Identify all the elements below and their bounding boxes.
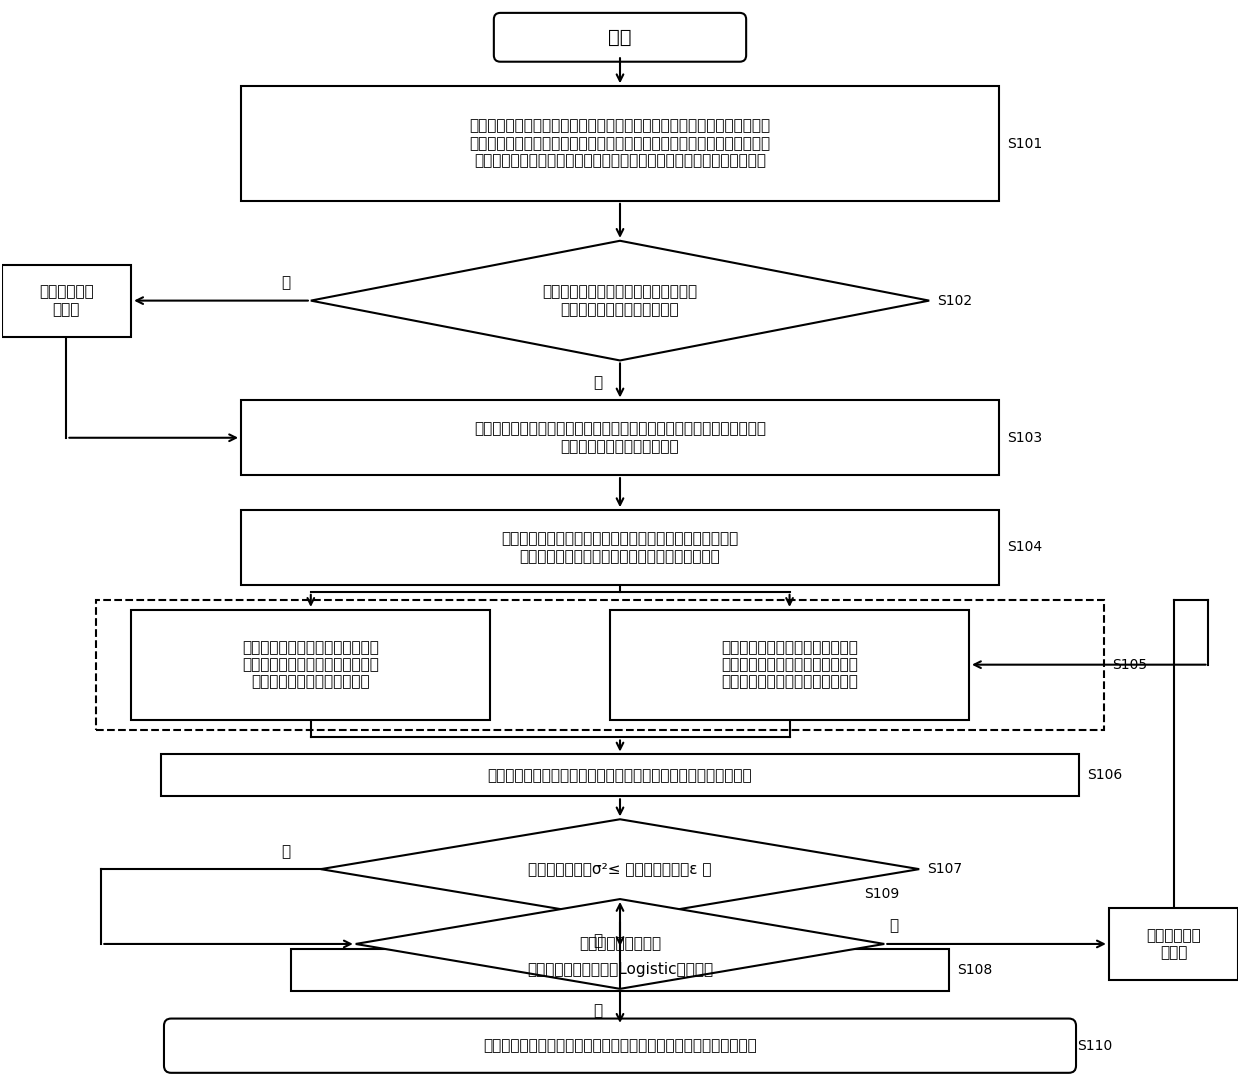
Polygon shape	[321, 820, 919, 919]
Bar	[97, 600, 1104, 729]
Text: 种群适应度方差σ²≤ 自适应变异阈值ε ？: 种群适应度方差σ²≤ 自适应变异阈值ε ？	[528, 862, 712, 877]
Bar	[161, 755, 1079, 796]
Bar	[291, 949, 949, 991]
Polygon shape	[311, 241, 929, 361]
Text: 评比种群空间和信仰空间的全局最优，作为此次迭代的全局最优值: 评比种群空间和信仰空间的全局最优，作为此次迭代的全局最优值	[487, 768, 753, 783]
Text: 否: 否	[281, 275, 290, 290]
Text: S101: S101	[1007, 137, 1043, 151]
Text: S105: S105	[1112, 658, 1147, 672]
Text: S102: S102	[937, 294, 972, 308]
Text: S109: S109	[864, 887, 899, 901]
Bar	[610, 610, 970, 719]
Text: S108: S108	[957, 963, 992, 977]
FancyBboxPatch shape	[164, 1019, 1076, 1073]
FancyBboxPatch shape	[494, 13, 746, 61]
Text: 否: 否	[890, 919, 899, 934]
Polygon shape	[356, 899, 884, 989]
Text: 是: 是	[594, 375, 603, 390]
Bar	[241, 401, 999, 475]
Text: 计算弃能量、调峰需求、调频需求等，
判断各类约束条件是否满足？: 计算弃能量、调峰需求、调频需求等， 判断各类约束条件是否满足？	[542, 284, 698, 317]
Text: S106: S106	[1086, 768, 1122, 782]
Text: 输出最优结果，给出所有机组的出力安排以及目标函数中的各成本值: 输出最优结果，给出所有机组的出力安排以及目标函数中的各成本值	[484, 1038, 756, 1053]
Text: S104: S104	[1007, 541, 1042, 555]
Text: 种群空间：余弦递减函数更新惯性
权重学习因子、评级、自然选择。
更新种群空间个体最优和全局最优: 种群空间：余弦递减函数更新惯性 权重学习因子、评级、自然选择。 更新种群空间个体…	[722, 640, 858, 689]
Bar	[131, 610, 490, 719]
Text: 更新粒子位置
和速度: 更新粒子位置 和速度	[1146, 927, 1202, 961]
Text: 初始化粒子种群空间：设置种群规模、粒子维数、接受率；
初始化信仰空间：标准知识、形势知识、地形知识: 初始化粒子种群空间：设置种群规模、粒子维数、接受率； 初始化信仰空间：标准知识、…	[501, 531, 739, 563]
Text: 更新粒子位置
和速度: 更新粒子位置 和速度	[38, 284, 94, 317]
Text: S110: S110	[1076, 1038, 1112, 1052]
Text: 开始: 开始	[609, 28, 631, 46]
Text: S103: S103	[1007, 431, 1042, 445]
Text: 是否满足终止条件？: 是否满足终止条件？	[579, 937, 661, 951]
Text: 是: 是	[594, 934, 603, 949]
Text: 计算燃煤、燃气、燃油、水电、抽蓄、核电运行成本、弃能成本、环境成
本，形成各粒子的初始适应度: 计算燃煤、燃气、燃油、水电、抽蓄、核电运行成本、弃能成本、环境成 本，形成各粒子…	[474, 421, 766, 454]
Bar	[1109, 908, 1239, 980]
Text: S107: S107	[928, 863, 962, 877]
Bar	[241, 86, 999, 201]
Text: 对种群全局最优值实行Logistic混沌变异: 对种群全局最优值实行Logistic混沌变异	[527, 963, 713, 978]
Bar	[1, 265, 131, 336]
Text: 是: 是	[594, 1004, 603, 1018]
Bar	[241, 510, 999, 585]
Text: 否: 否	[281, 843, 290, 858]
Text: 输入原始数据，包括研究场景的负荷；常规电源类型、容量、煤耗率、爬坡
率、出力上下限等特性参数；不同类型水电机组、风、光的预测出力曲线；
单位污染物排放率、成本、: 输入原始数据，包括研究场景的负荷；常规电源类型、容量、煤耗率、爬坡 率、出力上下…	[470, 118, 770, 168]
Text: 信仰空间：接受操作、粒子群算法
变异、轮盘赌更新形式知识。更新
信仰空间个体最优和全局最优: 信仰空间：接受操作、粒子群算法 变异、轮盘赌更新形式知识。更新 信仰空间个体最优…	[242, 640, 379, 689]
